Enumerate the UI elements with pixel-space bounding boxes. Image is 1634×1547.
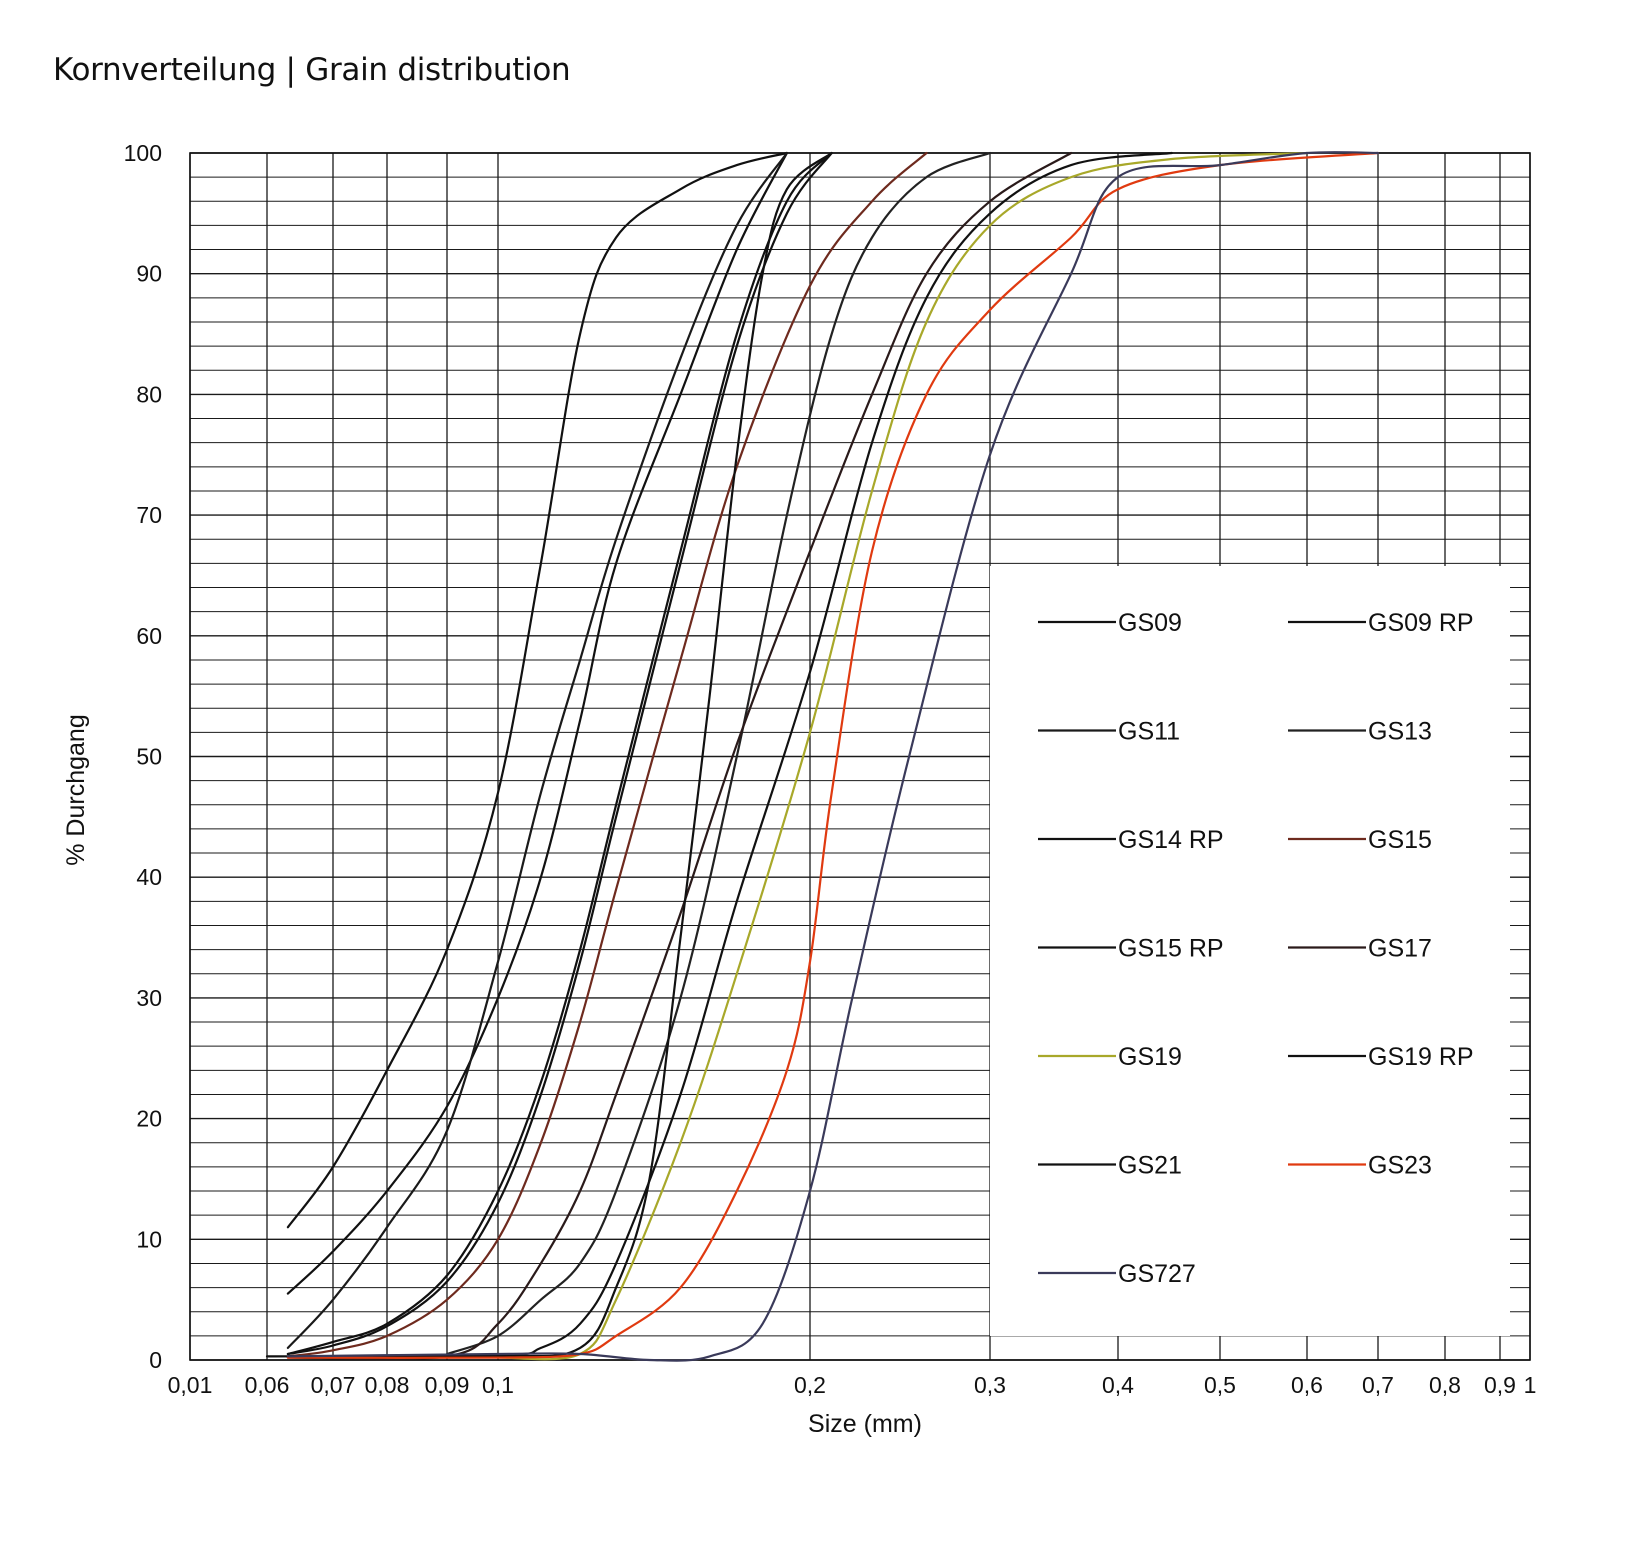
x-tick-label: 0,3 — [974, 1372, 1006, 1398]
series-line-gs11 — [286, 151, 788, 1349]
legend-label: GS09 RP — [1368, 609, 1474, 637]
legend-label: GS727 — [1118, 1260, 1196, 1288]
x-tick-label: 0,07 — [311, 1372, 356, 1398]
series-line-gs17 — [286, 151, 1073, 1361]
y-tick-label: 80 — [136, 381, 162, 407]
y-tick-labels: 0 10 20 30 40 50 60 70 80 90 100 — [124, 140, 162, 1373]
legend: GS09 GS09 RP GS11 GS13 GS14 RP GS15 GS15 RP GS1… — [1038, 609, 1474, 1288]
series-line-gs19-rp — [265, 151, 1173, 1358]
series-line-gs09-rp — [286, 151, 788, 1295]
y-tick-label: 50 — [136, 744, 162, 770]
x-tick-label: 0,6 — [1291, 1372, 1323, 1398]
series-line-gs23 — [286, 151, 1380, 1359]
x-tick-label: 1 — [1524, 1372, 1537, 1398]
x-tick-label: 0,1 — [482, 1372, 514, 1398]
legend-label: GS09 — [1118, 609, 1182, 637]
legend-label: GS19 — [1118, 1043, 1182, 1071]
series-line-gs15-rp — [286, 151, 833, 1356]
y-tick-label: 100 — [124, 140, 162, 166]
x-tick-label: 0,08 — [365, 1372, 410, 1398]
series-line-gs14-rp — [286, 151, 833, 1356]
y-tick-label: 10 — [136, 1226, 162, 1252]
x-tick-label: 0,8 — [1429, 1372, 1461, 1398]
legend-label: GS23 — [1368, 1152, 1432, 1180]
plot-frame — [189, 152, 1531, 1361]
legend-label: GS19 RP — [1368, 1043, 1474, 1071]
x-tick-labels: 0,01 0,06 0,07 0,08 0,09 0,1 0,2 0,3 0,4 0,5 0,6 0,… — [168, 1372, 1537, 1398]
x-axis-label: Size (mm) — [808, 1410, 922, 1438]
y-tick-label: 70 — [136, 502, 162, 528]
y-tick-label: 60 — [136, 623, 162, 649]
series-line-gs19 — [496, 151, 1309, 1361]
x-tick-label: 0,7 — [1362, 1372, 1394, 1398]
x-tick-label: 0,09 — [425, 1372, 470, 1398]
legend-label: GS15 — [1368, 826, 1432, 854]
y-tick-label: 90 — [136, 261, 162, 287]
x-tick-label: 0,4 — [1102, 1372, 1134, 1398]
series-line-gs21 — [286, 151, 833, 1359]
x-tick-label: 0,06 — [245, 1372, 290, 1398]
legend-label: GS15 RP — [1118, 935, 1224, 963]
y-tick-label: 20 — [136, 1106, 162, 1132]
legend-label: GS21 — [1118, 1152, 1182, 1180]
series-lines — [265, 151, 1380, 1362]
x-tick-label: 0,01 — [168, 1372, 213, 1398]
y-tick-label: 0 — [149, 1347, 162, 1373]
legend-label: GS13 — [1368, 718, 1432, 746]
legend-label: GS14 RP — [1118, 826, 1224, 854]
legend-label: GS17 — [1368, 935, 1432, 963]
y-tick-label: 40 — [136, 864, 162, 890]
legend-box — [990, 566, 1510, 1336]
y-axis-label: % Durchgang — [62, 714, 90, 865]
series-line-gs727 — [286, 151, 1380, 1362]
x-tick-label: 0,5 — [1204, 1372, 1236, 1398]
y-tick-label: 30 — [136, 985, 162, 1011]
legend-label: GS11 — [1118, 718, 1180, 746]
x-tick-label: 0,9 — [1484, 1372, 1516, 1398]
chart-title: Kornverteilung | Grain distribution — [53, 52, 571, 88]
series-line-gs13 — [445, 151, 992, 1356]
x-tick-label: 0,2 — [794, 1372, 826, 1398]
series-line-gs09 — [286, 151, 788, 1229]
series-line-gs15 — [286, 151, 928, 1358]
